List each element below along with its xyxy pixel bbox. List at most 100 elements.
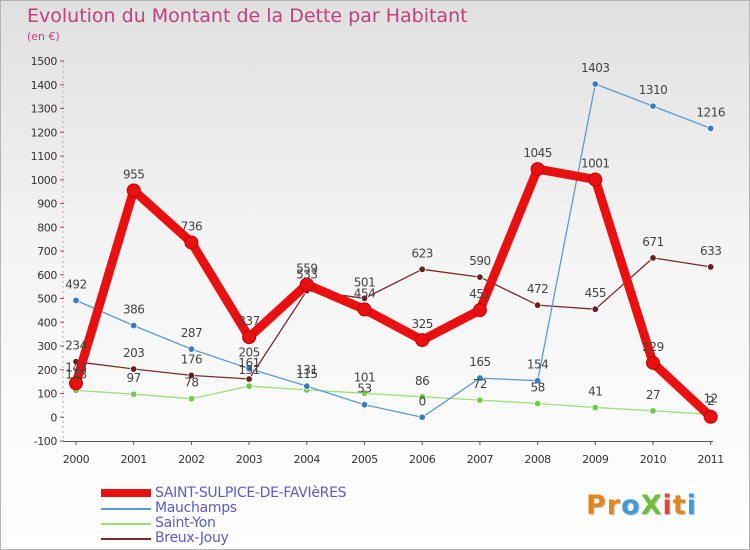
data-label: 533 <box>296 268 317 282</box>
x-tick-label: 2006 <box>409 453 436 466</box>
data-label: 386 <box>123 303 144 317</box>
data-point <box>360 389 369 397</box>
chart-unit-label: (en €) <box>27 30 60 43</box>
x-tick-label: 2002 <box>178 453 204 466</box>
y-tick-label: 1200 <box>31 126 58 139</box>
data-label: 559 <box>296 261 317 275</box>
data-label: 115 <box>296 367 317 381</box>
y-tick-label: 100 <box>37 388 57 401</box>
y-tick-label: 900 <box>37 198 57 211</box>
x-tick-label: 2008 <box>524 453 551 466</box>
data-label: 78 <box>184 376 198 390</box>
series-line <box>75 257 712 380</box>
data-point <box>360 294 369 302</box>
data-point <box>533 301 542 309</box>
data-label: 101 <box>354 370 375 384</box>
series-line <box>71 164 716 422</box>
y-tick-label: 600 <box>37 269 57 282</box>
data-label: 736 <box>181 219 202 233</box>
data-label: 27 <box>646 388 660 402</box>
data-label: 154 <box>527 358 548 372</box>
data-label: 451 <box>469 287 490 301</box>
data-point <box>703 409 718 424</box>
data-point <box>357 302 372 317</box>
data-label: 590 <box>469 254 490 268</box>
legend-label: SAINT-SULPICE-DE-FAVIèRES <box>155 485 347 501</box>
data-point <box>707 263 715 271</box>
y-tick-label: 1100 <box>31 150 58 163</box>
y-tick-label: 400 <box>37 316 57 329</box>
y-tick-label: 1500 <box>31 55 58 68</box>
data-label: 131 <box>238 363 259 377</box>
data-point <box>129 390 138 398</box>
data-label: 2 <box>707 394 714 408</box>
y-tick-label: 1400 <box>31 79 58 92</box>
data-point <box>530 162 545 177</box>
legend-swatch <box>101 508 151 510</box>
y-tick-label: 1300 <box>31 103 58 116</box>
data-point <box>533 399 542 408</box>
data-label: 86 <box>415 374 429 388</box>
data-point <box>649 407 657 415</box>
data-label: 12 <box>704 391 718 405</box>
data-point <box>418 393 426 401</box>
data-point <box>129 365 138 373</box>
data-label: 455 <box>585 286 606 300</box>
legend-swatch <box>101 523 151 525</box>
data-label: 492 <box>65 277 86 291</box>
data-point <box>69 376 83 391</box>
data-point <box>588 172 603 187</box>
x-tick-label: 2003 <box>236 453 263 466</box>
data-label: 113 <box>65 367 86 381</box>
y-tick-label: 700 <box>37 245 57 258</box>
x-tick-label: 2005 <box>351 453 378 466</box>
data-point <box>72 296 80 305</box>
data-point <box>360 400 369 409</box>
data-point <box>646 355 660 370</box>
data-point <box>533 376 542 385</box>
data-label: 633 <box>700 244 721 258</box>
legend-label: Mauchamps <box>155 500 237 516</box>
chart-series <box>69 80 718 424</box>
data-label: 1403 <box>581 61 610 75</box>
y-tick-label: 300 <box>37 340 57 353</box>
data-label: 203 <box>123 346 144 360</box>
chart-data-labels: 143 955 736 337 559 454 325 451 1045 1001 229 2 492 3… <box>65 61 725 408</box>
y-tick-label: 800 <box>37 221 57 234</box>
data-point <box>707 124 715 133</box>
x-tick-label: 2007 <box>467 453 494 466</box>
chart-axes: -100 0 100 200 300 400 500 600 700 800 900 1000 1100… <box>31 55 725 466</box>
data-label: 1045 <box>523 146 552 160</box>
series-line <box>75 83 712 418</box>
data-label: 1216 <box>696 105 725 119</box>
data-point <box>649 254 657 262</box>
data-label: 454 <box>354 286 375 300</box>
data-point <box>591 403 599 412</box>
data-point <box>591 305 599 313</box>
y-tick-label: 1000 <box>31 174 58 187</box>
data-point <box>245 364 253 373</box>
x-tick-label: 2001 <box>120 453 146 466</box>
x-tick-label: 2000 <box>63 453 90 466</box>
legend-swatch <box>101 538 151 540</box>
data-point <box>184 235 199 250</box>
x-tick-label: 2011 <box>697 453 723 466</box>
data-point <box>245 375 253 383</box>
data-label: 955 <box>123 167 144 181</box>
data-point <box>418 413 426 421</box>
data-point <box>187 345 196 353</box>
data-label: 143 <box>65 360 86 374</box>
data-point <box>418 265 426 273</box>
y-tick-label: -100 <box>34 435 58 448</box>
data-point <box>415 333 430 348</box>
data-label: 97 <box>127 371 141 385</box>
legend-label: Saint-Yon <box>155 515 216 531</box>
data-label: 623 <box>411 246 432 260</box>
data-label: 0 <box>419 394 426 408</box>
data-point <box>245 382 253 390</box>
data-point <box>299 277 314 292</box>
data-label: 234 <box>65 339 86 353</box>
data-label: 131 <box>296 363 317 377</box>
